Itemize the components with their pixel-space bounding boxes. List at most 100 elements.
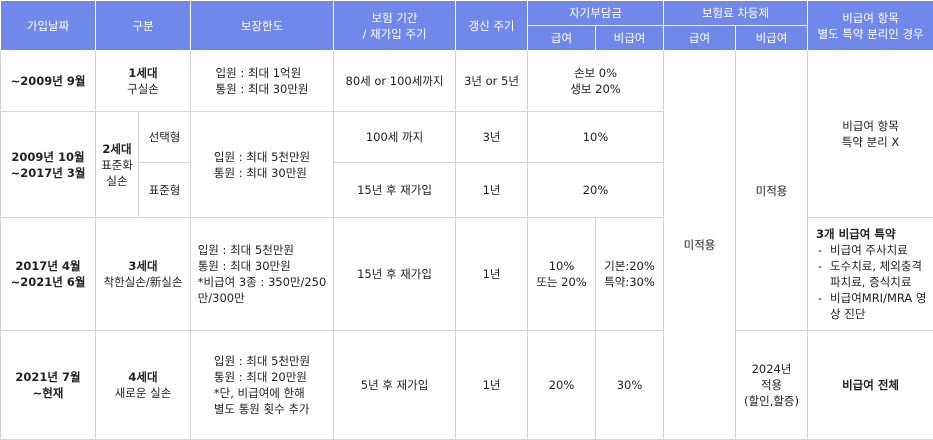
text-line: 별도 특약 분리인 경우 (810, 26, 931, 42)
text-line: 미적용 (738, 183, 805, 199)
table-cell: 3년 or 5년 (456, 51, 528, 112)
table-cell: 2017년 4월~2021년 6월 (1, 218, 96, 331)
header-cell: 갱신 주기 (456, 1, 528, 51)
text-line: 3세대 (98, 258, 188, 274)
text-line: 비급여 항목 (810, 118, 931, 134)
header-cell: 보험료 차등제 (664, 1, 808, 26)
text-line: 20% (530, 377, 593, 393)
table-cell: 5년 후 재가입 (334, 331, 456, 440)
text-line: 비급여MRI/MRA 영 (830, 290, 931, 306)
table-cell: 15년 후 재가입 (334, 163, 456, 218)
text-line: 5년 후 재가입 (336, 377, 453, 393)
text-line: 적용 (738, 377, 805, 393)
text-line: 15년 후 재가입 (336, 266, 453, 282)
text-line: 착한실손/新실손 (98, 274, 188, 290)
text-line: 1년 (458, 377, 525, 393)
text-line: / 재가입 주기 (336, 26, 453, 42)
table-cell: 기본:20%특약:30% (596, 218, 664, 331)
table-cell: 비급여 전체 (808, 331, 933, 440)
table-cell: 2009년 10월~2017년 3월 (1, 112, 96, 218)
text-line: 2009년 10월 (3, 149, 93, 165)
subheader-cell: 급여 (528, 26, 596, 51)
text-line: ~2021년 6월 (3, 274, 93, 290)
table-cell: 미적용 (736, 51, 808, 331)
table-cell: 1년 (456, 331, 528, 440)
table-cell: 30% (596, 331, 664, 440)
text-line: 보험 기간 (336, 10, 453, 26)
text-line: 30% (598, 377, 661, 393)
text-line: 구분 (98, 18, 188, 34)
text-line: 손보 0% (530, 65, 661, 81)
text-line: 100세 까지 (336, 129, 453, 145)
text-line: 도수치료, 체외충격 (830, 258, 931, 274)
text-line: 입원 : 최대 5천만원 (214, 353, 310, 369)
table-cell: 선택형 (139, 112, 191, 163)
text-line: 1년 (458, 266, 525, 282)
text-line: 통원 : 최대 30만원 (198, 258, 327, 274)
text-line: 또는 20% (530, 274, 593, 290)
text-line: 미적용 (666, 237, 733, 253)
text-line: ~2009년 9월 (3, 73, 93, 89)
text-line: 20% (530, 182, 661, 198)
text-line: 1년 (458, 182, 525, 198)
header-cell: 구분 (96, 1, 191, 51)
table-cell: ~2009년 9월 (1, 51, 96, 112)
header-cell: 가입날짜 (1, 1, 96, 51)
header-cell: 보장한도 (191, 1, 334, 51)
text-line: 표준화 (98, 157, 136, 173)
text-line: 생보 20% (530, 81, 661, 97)
text-line: *비급여 3종 : 350만/250 (198, 274, 327, 290)
text-line: ~2017년 3월 (3, 165, 93, 181)
text-line: 자기부담금 (530, 5, 661, 21)
subheader-cell: 비급여 (736, 26, 808, 51)
text-line: 구실손 (98, 81, 188, 97)
text-line: 보장한도 (193, 18, 331, 34)
text-line: 15년 후 재가입 (336, 182, 453, 198)
table-cell: 1년 (456, 163, 528, 218)
text-line: 비급여 항목 (810, 10, 931, 26)
table-cell: 15년 후 재가입 (334, 218, 456, 331)
text-line: 표준형 (141, 182, 188, 198)
bullet-item: 비급여MRI/MRA 영상 진단 (830, 290, 931, 322)
text-line: 80세 or 100세까지 (336, 73, 453, 89)
table-cell: 1년 (456, 218, 528, 331)
text-line: ~현재 (3, 385, 93, 401)
table-cell: 표준형 (139, 163, 191, 218)
header-cell: 보험 기간/ 재가입 주기 (334, 1, 456, 51)
table-cell: 80세 or 100세까지 (334, 51, 456, 112)
table-cell: 미적용 (664, 51, 736, 440)
text-line: 선택형 (141, 129, 188, 145)
text-line: 입원 : 최대 1억원 (216, 65, 309, 81)
text-line: 기본:20% (598, 258, 661, 274)
text-line: 별도 통원 횟수 추가 (214, 401, 310, 417)
header-cell: 자기부담금 (528, 1, 664, 26)
text-line: 3년 (458, 129, 525, 145)
text-line: 2세대 (98, 141, 136, 157)
text-line: (할인,할증) (738, 393, 805, 409)
text-line: 2017년 4월 (3, 258, 93, 274)
text-line: 4세대 (98, 369, 188, 385)
text-line: 3년 or 5년 (458, 73, 525, 89)
text-line: 상 진단 (830, 306, 931, 322)
text-line: 급여 (530, 30, 593, 46)
text-line: 2024년 (738, 361, 805, 377)
text-line: 통원 : 최대 20만원 (214, 369, 310, 385)
subheader-cell: 급여 (664, 26, 736, 51)
text-line: 비급여 주사치료 (830, 242, 931, 258)
